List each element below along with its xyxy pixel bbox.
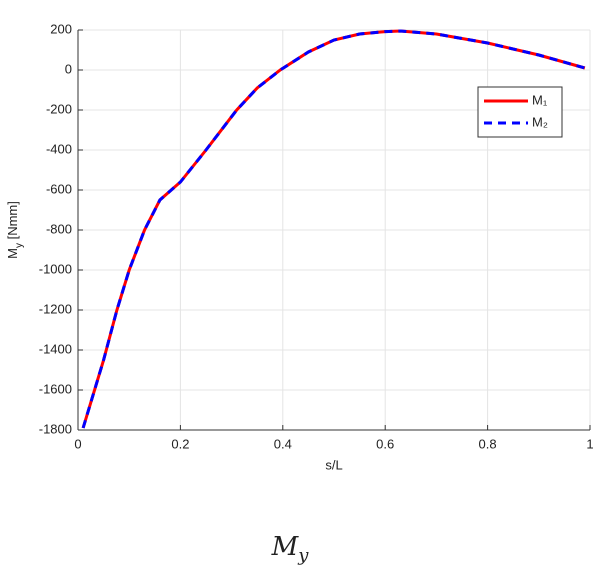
x-tick-label: 1 bbox=[586, 436, 593, 451]
y-tick-label: 200 bbox=[50, 21, 72, 36]
x-tick-label: 0.8 bbox=[479, 436, 497, 451]
y-label-main: M bbox=[5, 248, 20, 259]
x-tick-label: 0 bbox=[74, 436, 81, 451]
y-label-sub: y bbox=[14, 243, 25, 248]
y-label-unit: [Nmm] bbox=[5, 201, 20, 243]
y-axis-label: My [Nmm] bbox=[5, 201, 24, 259]
caption-main: M bbox=[271, 532, 300, 562]
y-tick-label: -1200 bbox=[39, 301, 72, 316]
y-tick-label: -800 bbox=[46, 221, 72, 236]
x-tick-label: 0.4 bbox=[274, 436, 292, 451]
legend-label: M₁ bbox=[532, 92, 548, 107]
y-tick-label: -400 bbox=[46, 141, 72, 156]
y-tick-label: -1800 bbox=[39, 421, 72, 436]
caption: My bbox=[271, 532, 310, 566]
legend-label: M₂ bbox=[532, 114, 548, 129]
y-tick-label: 0 bbox=[65, 61, 72, 76]
y-tick-label: -600 bbox=[46, 181, 72, 196]
x-tick-label: 0.6 bbox=[376, 436, 394, 451]
y-tick-label: -1600 bbox=[39, 381, 72, 396]
data-line bbox=[81, 29, 586, 429]
y-tick-label: -200 bbox=[46, 101, 72, 116]
y-tick-label: -1400 bbox=[39, 341, 72, 356]
x-axis-label: s/L bbox=[325, 457, 342, 472]
legend-box bbox=[477, 86, 563, 138]
caption-sub: y bbox=[297, 545, 309, 566]
y-tick-label: -1000 bbox=[39, 261, 72, 276]
x-tick-label: 0.2 bbox=[171, 436, 189, 451]
